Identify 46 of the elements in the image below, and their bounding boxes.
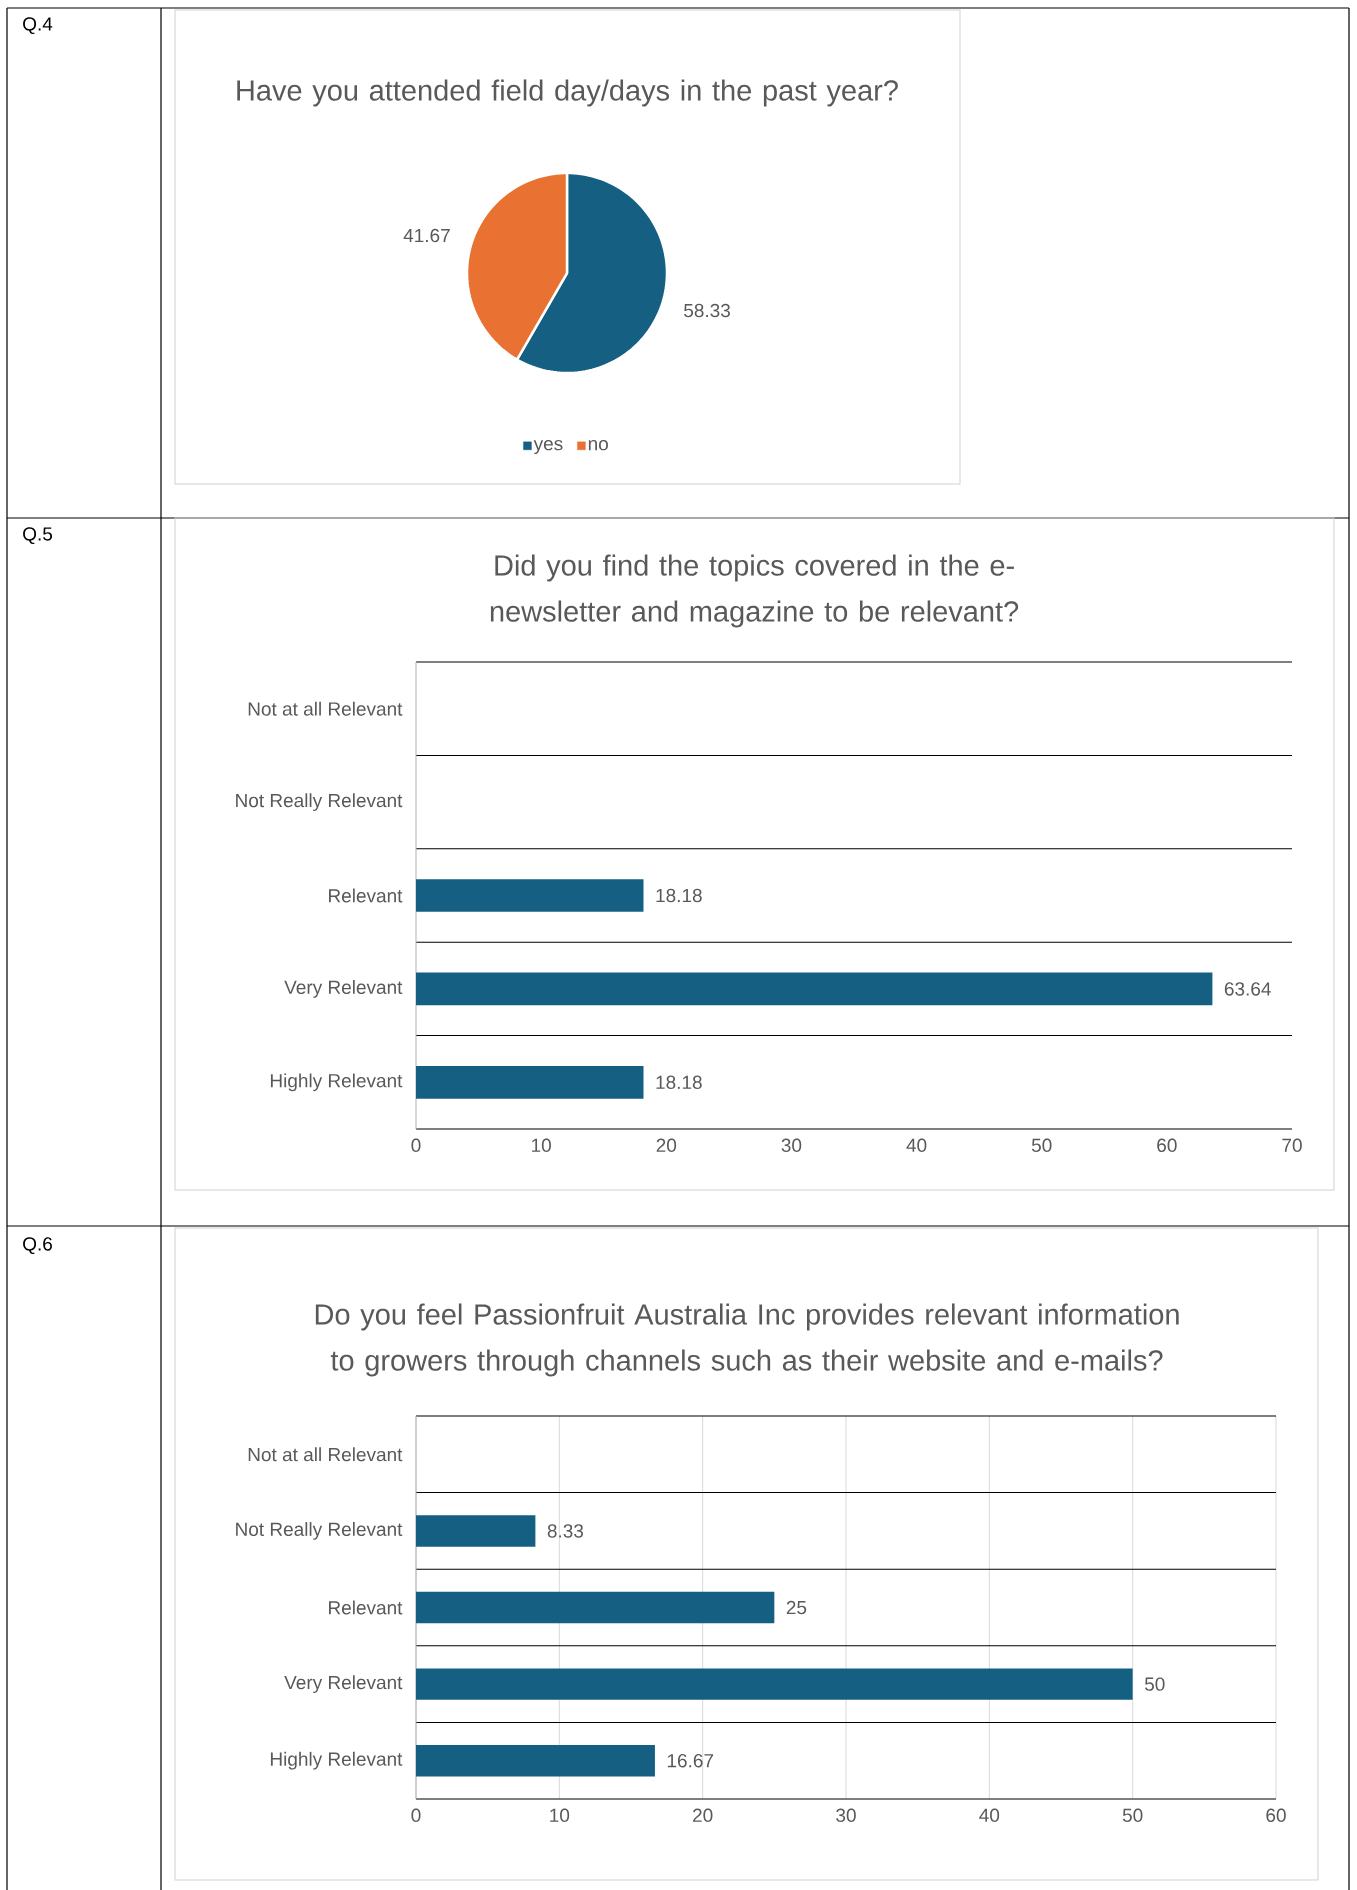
x-tick-label: 20 [656, 1138, 677, 1153]
y-tick-label: Very Relevant [284, 1675, 403, 1693]
bar [416, 1515, 536, 1547]
data-label: 18.18 [656, 1075, 702, 1090]
data-label: 50 [1144, 1677, 1165, 1691]
y-tick-label: Not at all Relevant [248, 1447, 403, 1462]
data-label: 16.67 [667, 1753, 714, 1768]
legend-label: no [588, 439, 608, 451]
data-label: 41.67 [403, 228, 450, 243]
chart-title: Do you feel Passionfruit Australia Inc provides relevant information to growers through channels such as their website and e-mails? [315, 1303, 1179, 1377]
text: Q.5 [23, 527, 53, 545]
x-tick-label: 50 [1031, 1138, 1052, 1153]
x-tick-label: 20 [693, 1808, 713, 1823]
text: Q.4 [23, 17, 53, 35]
x-tick-label: 10 [550, 1808, 570, 1823]
x-tick-label: 40 [979, 1808, 1000, 1823]
x-tick-label: 0 [411, 1138, 421, 1153]
y-tick-label: Relevant [329, 1600, 403, 1615]
chart-title: Did you find the topics covered in the e-newsletter and magazine to be relevant? [490, 554, 1019, 628]
x-tick-label: 0 [411, 1808, 421, 1823]
y-tick-label: Highly Relevant [270, 1073, 403, 1092]
x-tick-label: 60 [1157, 1138, 1177, 1153]
x-tick-label: 10 [532, 1138, 551, 1153]
bar [416, 1745, 655, 1777]
x-tick-label: 50 [1122, 1808, 1143, 1823]
legend-label: yes [533, 439, 563, 455]
y-tick-label: Very Relevant [284, 980, 403, 998]
data-label: 63.64 [1224, 982, 1271, 996]
data-label: 25 [786, 1600, 807, 1615]
chart-title: Have you attended field day/days in the past year? [237, 79, 898, 107]
bar [416, 1591, 775, 1624]
y-tick-label: Not Really Relevant [236, 1522, 403, 1540]
text: Q.6 [23, 1237, 52, 1255]
x-tick-label: 30 [836, 1808, 856, 1823]
y-tick-label: Highly Relevant [270, 1751, 403, 1770]
x-tick-label: 60 [1266, 1808, 1286, 1823]
y-tick-label: Not at all Relevant [248, 701, 403, 716]
data-label: 8.33 [547, 1524, 584, 1538]
y-tick-label: Not Really Relevant [236, 793, 403, 811]
y-tick-label: Relevant [329, 888, 403, 903]
bar [416, 1668, 1133, 1700]
x-tick-label: 30 [781, 1138, 802, 1153]
data-label: 18.18 [656, 888, 702, 903]
data-label: 58.33 [684, 303, 730, 318]
x-tick-label: 40 [906, 1138, 927, 1153]
x-tick-label: 70 [1282, 1138, 1302, 1153]
